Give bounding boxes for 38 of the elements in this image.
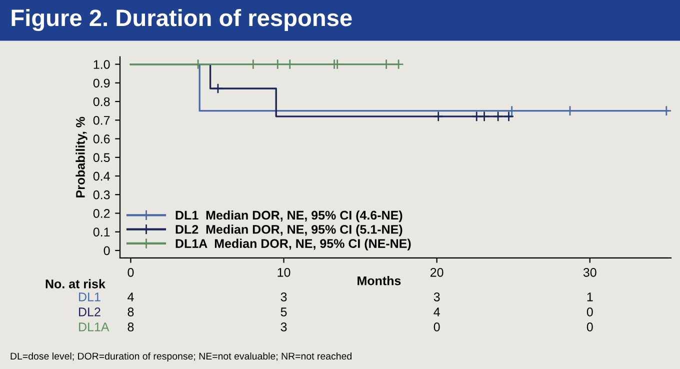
- text: 4: [128, 292, 134, 302]
- text: DL1: [79, 292, 100, 302]
- y-tick-label: 0.1: [93, 228, 110, 237]
- text: 0: [586, 308, 593, 316]
- text: DL1A: [79, 322, 110, 332]
- text: 0: [434, 322, 440, 332]
- y-tick-label: 0.6: [93, 134, 110, 144]
- y-tick-label: 0: [104, 246, 110, 256]
- y-tick-label: 0.4: [93, 172, 110, 181]
- y-tick-label: 0.7: [93, 116, 110, 125]
- text: 8: [128, 322, 134, 332]
- text: 3: [434, 292, 440, 302]
- y-axis-title: Probability, %: [76, 116, 88, 198]
- chart-title: Figure 2. Duration of response: [12, 8, 352, 32]
- x-tick-label: 20: [430, 268, 444, 277]
- y-tick-label: 1.0: [94, 60, 110, 69]
- y-tick-label: 0.3: [93, 190, 110, 200]
- y-tick-label: 0.9: [93, 78, 110, 88]
- y-tick-label: 0.5: [93, 153, 110, 162]
- legend-label: DL1 Median DOR, NE, 95% CI (4.6-NE): [176, 210, 402, 222]
- x-tick-label: 10: [278, 268, 290, 277]
- y-tick-label: 0.8: [93, 97, 110, 106]
- text: 0: [586, 322, 593, 332]
- x-tick-label: 0: [128, 268, 134, 277]
- text: 5: [280, 308, 287, 316]
- text: DL2: [79, 308, 100, 316]
- text: 1: [587, 292, 593, 302]
- text: No. at risk: [46, 279, 106, 288]
- text: 3: [280, 322, 287, 332]
- y-tick-label: 0.2: [93, 209, 110, 218]
- legend-label: DL2 Median DOR, NE, 95% CI (5.1-NE): [176, 224, 402, 236]
- text: 8: [128, 308, 134, 316]
- x-axis-title: Months: [358, 276, 401, 286]
- text: 3: [280, 292, 287, 302]
- legend-label: DL1A Median DOR, NE, 95% CI (NE-NE): [176, 238, 411, 250]
- x-tick-label: 30: [583, 268, 596, 277]
- text: 4: [434, 308, 440, 316]
- text: DL=dose level; DOR=duration of response; NE=not evaluable; NR=not reached: [10, 352, 352, 362]
